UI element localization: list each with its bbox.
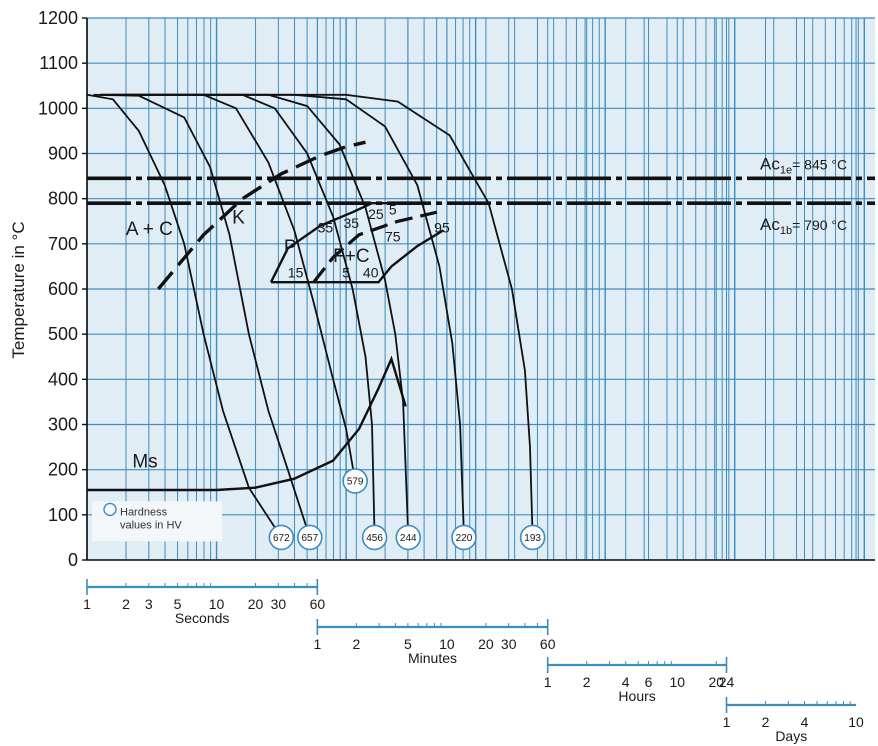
time-tick-label-2-0: 1 [544, 674, 552, 690]
cooling-curve-579 [100, 93, 357, 482]
time-tick-label-0-5: 20 [248, 596, 264, 612]
y-tick-label-11: 1100 [39, 53, 78, 73]
hv-circle-220 [451, 524, 477, 551]
region-label-1: K [232, 208, 245, 229]
p-region-bottom [271, 265, 393, 284]
time-tick-label-2-5: 20 [708, 674, 724, 690]
time-tick-label-0-4: 10 [209, 596, 225, 612]
y-tick-label-9: 900 [48, 144, 78, 164]
hv-label-579: 579 [347, 476, 364, 487]
time-tick-label-1-3: 10 [439, 636, 455, 652]
time-tick-label-2-4: 10 [669, 674, 685, 690]
fc-line-dashed [312, 210, 438, 284]
y-axis-label: Temperature in °C [9, 221, 28, 358]
percent-label-1: 35 [344, 215, 360, 231]
y-tick-label-5: 500 [48, 324, 78, 344]
time-tick-label-2-2: 4 [622, 674, 630, 690]
time-tick-label-3-2: 4 [801, 714, 809, 730]
hv-label-244: 244 [400, 533, 417, 544]
region-label-0: A + C [126, 219, 173, 240]
hv-legend-line1: Hardness [120, 506, 168, 518]
time-tick-label-1-6: 60 [540, 636, 556, 652]
cooling-curve-193 [125, 93, 534, 538]
axes: 0 100 200 300 400 500 600 700 800 900 1000 1100 1200 [38, 8, 875, 570]
y-tick-label-6: 600 [48, 279, 78, 299]
ms-line [87, 355, 407, 492]
cooling-curve-657 [93, 93, 311, 538]
time-tick-label-1-5: 30 [501, 636, 517, 652]
percent-label-6: 15 [288, 265, 304, 281]
y-tick-label-8: 800 [48, 189, 78, 209]
time-tick-label-3-1: 2 [762, 714, 770, 730]
hv-circle-672 [268, 524, 295, 551]
hv-circle-244 [395, 524, 422, 551]
time-tick-label-3-0: 1 [723, 714, 731, 730]
percent-label-2: 25 [368, 206, 384, 222]
hv-circle-657 [297, 524, 323, 551]
y-tick-label-0: 0 [68, 550, 78, 570]
time-unit-label-0: Seconds [175, 610, 229, 626]
cooling-curve-672 [86, 93, 283, 538]
time-tick-label-1-2: 5 [404, 636, 412, 652]
y-tick-label-7: 700 [48, 234, 78, 254]
percent-label-8: 40 [363, 265, 379, 281]
region-label-4: Ms [132, 451, 157, 472]
y-tick-label-4: 400 [48, 369, 78, 389]
hv-circle-456 [361, 524, 388, 551]
chart-labels: A + CKPF+CMsM353525575951554067265757945… [92, 201, 546, 551]
time-tick-label-0-3: 5 [174, 596, 182, 612]
time-tick-label-0-0: 1 [83, 596, 91, 612]
time-tick-label-2-3: 6 [645, 674, 653, 690]
y-tick-label-2: 200 [48, 460, 78, 480]
time-tick-label-1-1: 2 [352, 636, 360, 652]
hv-label-672: 672 [273, 533, 290, 544]
cooling-curve-220 [112, 93, 465, 538]
ac-label-1b: Ac1b= 790 °C [760, 215, 847, 237]
hv-legend-bg [92, 501, 222, 542]
y-tick-label-12: 1200 [38, 8, 78, 28]
hv-circle-579 [342, 468, 368, 494]
hv-label-220: 220 [456, 533, 473, 544]
percent-label-7: 5 [342, 265, 350, 281]
time-tick-label-0-7: 60 [310, 596, 326, 612]
fc-line-solid [390, 229, 444, 268]
hv-legend-line2: values in HV [120, 519, 182, 531]
hv-label-456: 456 [366, 533, 383, 544]
time-tick-label-0-1: 2 [122, 596, 130, 612]
percent-label-4: 75 [385, 229, 401, 245]
cooling-curve-456 [100, 93, 376, 538]
time-unit-label-3: Days [775, 728, 807, 744]
cooling-curves [86, 93, 534, 538]
time-tick-label-3-3: 10 [848, 714, 864, 730]
time-tick-label-1-0: 1 [313, 636, 321, 652]
p-region-outline [269, 202, 392, 283]
hv-label-657: 657 [301, 533, 318, 544]
time-tick-label-2-1: 2 [583, 674, 591, 690]
time-unit-label-1: Minutes [408, 650, 457, 666]
region-label-2: P [284, 237, 297, 258]
percent-label-5: 95 [434, 220, 450, 236]
y-tick-label-10: 1000 [38, 98, 78, 118]
percent-label-0: 35 [318, 220, 334, 236]
cooling-curve-244 [100, 93, 410, 538]
region-label-3: F+C [333, 246, 369, 267]
time-unit-label-2: Hours [618, 688, 655, 704]
y-tick-label-1: 100 [48, 505, 78, 525]
hv-circle-193 [519, 524, 546, 551]
time-tick-label-0-6: 30 [271, 596, 287, 612]
time-tick-label-0-2: 3 [145, 596, 153, 612]
hv-label-193: 193 [524, 533, 541, 544]
critical-temperature-lines: Ac1e= 845 °C Ac1b= 790 °C [87, 154, 875, 237]
y-tick-label-3: 300 [48, 415, 78, 435]
ac-label-1e: Ac1e= 845 °C [760, 154, 847, 176]
hv-legend-circle [103, 502, 117, 517]
time-tick-label-2-6: 24 [719, 674, 735, 690]
time-tick-label-1-4: 20 [478, 636, 494, 652]
k-line [156, 140, 366, 291]
percent-label-3: 5 [389, 201, 397, 217]
